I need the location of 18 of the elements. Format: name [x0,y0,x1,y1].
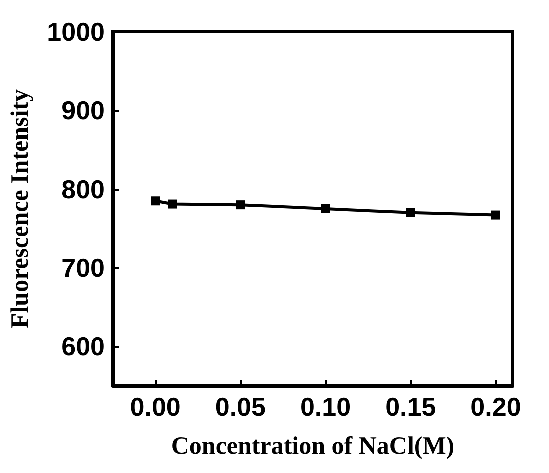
y-tick-label: 900 [62,96,105,126]
y-tick-label: 1000 [47,17,105,47]
point [406,208,416,218]
y-tick-label: 800 [62,174,105,204]
y-tick-label: 700 [62,253,105,283]
x-tick-label: 0.05 [215,392,266,422]
x-tick-label: 0.20 [470,392,522,422]
point [491,210,500,220]
point [168,200,178,209]
y-axis-title: Fluorescence Intensity [7,88,34,329]
x-tick-label: 0.00 [130,392,181,422]
x-axis-title: Concentration of NaCl(M) [171,433,455,460]
x-tick-label: 0.15 [386,392,436,422]
point [321,204,330,214]
x-tick-label: 0.10 [300,392,352,422]
y-tick-label: 600 [62,332,105,362]
point [151,196,160,206]
point [236,200,246,210]
